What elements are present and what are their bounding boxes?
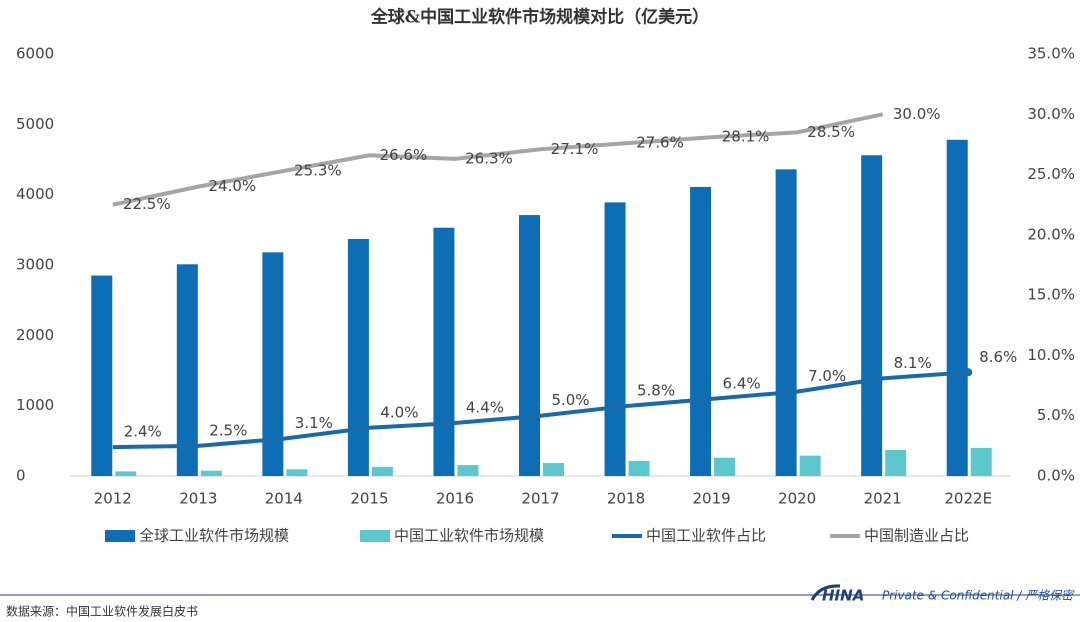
x-tick-label: 2016 [436, 490, 474, 508]
bar [970, 447, 992, 476]
y2-tick-label: 25.0% [1027, 165, 1075, 183]
x-tick-label: 2017 [521, 490, 559, 508]
x-tick-label: 2021 [864, 490, 902, 508]
bar [628, 460, 650, 476]
value-label: 5.0% [551, 391, 589, 409]
value-label: 24.0% [208, 177, 256, 195]
bar [775, 169, 797, 476]
value-label: 27.6% [636, 134, 684, 152]
logo: HINA [822, 587, 864, 605]
y-tick-label: 0 [16, 467, 26, 485]
x-tick-label: 2014 [265, 490, 303, 508]
value-label: 8.6% [979, 348, 1017, 366]
confidential: Private & Confidential / 严格保密 [882, 589, 1075, 603]
bar [604, 202, 626, 477]
legend-label: 中国制造业占比 [864, 527, 969, 545]
bar [457, 465, 479, 476]
y2-tick-label: 0.0% [1037, 467, 1075, 485]
value-label: 6.4% [723, 374, 761, 392]
y-tick-label: 4000 [16, 185, 54, 203]
x-tick-label: 2020 [778, 490, 816, 508]
legend-swatch [360, 530, 390, 542]
end-marker [964, 368, 973, 377]
logo-swoosh [810, 584, 841, 601]
x-tick-label: 2012 [94, 490, 132, 508]
bar [885, 449, 907, 476]
y2-tick-label: 30.0% [1027, 105, 1075, 123]
value-label: 28.1% [722, 128, 770, 146]
y-tick-label: 3000 [16, 256, 54, 274]
bar [347, 238, 369, 476]
bar [690, 186, 712, 476]
y2-tick-label: 10.0% [1027, 346, 1075, 364]
bar [519, 215, 540, 476]
x-tick-label: 2013 [179, 490, 217, 508]
bar [946, 139, 968, 476]
x-tick-label: 2018 [607, 490, 645, 508]
value-label: 4.4% [466, 398, 504, 416]
value-label: 26.6% [380, 146, 428, 164]
value-label: 25.3% [294, 161, 342, 179]
y2-tick-label: 5.0% [1037, 406, 1075, 424]
y-tick-label: 1000 [16, 396, 54, 414]
line [112, 370, 969, 450]
value-label: 22.5% [123, 195, 171, 213]
bar [286, 469, 308, 476]
value-label: 30.0% [893, 105, 941, 123]
y-tick-label: 5000 [16, 115, 54, 133]
bar [262, 252, 284, 476]
value-label: 5.8% [637, 382, 675, 400]
bar [115, 471, 137, 476]
legend-label: 中国工业软件市场规模 [394, 527, 544, 545]
y-tick-label: 2000 [16, 326, 54, 344]
bar [91, 275, 113, 476]
value-label: 2.4% [124, 423, 162, 441]
value-label: 3.1% [295, 414, 333, 432]
x-tick-label: 2019 [692, 490, 730, 508]
bar [176, 264, 198, 476]
value-label: 26.3% [465, 149, 513, 167]
bar [799, 455, 821, 476]
value-label: 2.5% [209, 421, 247, 439]
bar [433, 227, 455, 476]
y2-tick-label: 35.0% [1027, 45, 1075, 63]
value-label: 8.1% [894, 354, 932, 372]
value-label: 27.1% [551, 140, 599, 158]
bar [861, 155, 883, 476]
y2-tick-label: 15.0% [1027, 286, 1075, 304]
value-label: 4.0% [380, 403, 418, 421]
line [112, 112, 884, 207]
bar [200, 470, 222, 476]
value-label: 28.5% [807, 123, 855, 141]
source: 数据来源：中国工业软件发展白皮书 [6, 604, 198, 619]
bar [371, 466, 393, 476]
chart-title: 全球&中国工业软件市场规模对比（亿美元） [370, 7, 709, 28]
y-tick-label: 6000 [16, 45, 54, 63]
bar [543, 462, 564, 476]
legend-label: 中国工业软件占比 [646, 527, 766, 545]
x-tick-label: 2015 [350, 490, 388, 508]
legend-swatch [105, 530, 135, 542]
legend-label: 全球工业软件市场规模 [139, 527, 289, 545]
bar [714, 457, 736, 476]
x-tick-label: 2022E [944, 490, 992, 508]
value-label: 7.0% [808, 367, 846, 385]
y2-tick-label: 20.0% [1027, 225, 1075, 243]
